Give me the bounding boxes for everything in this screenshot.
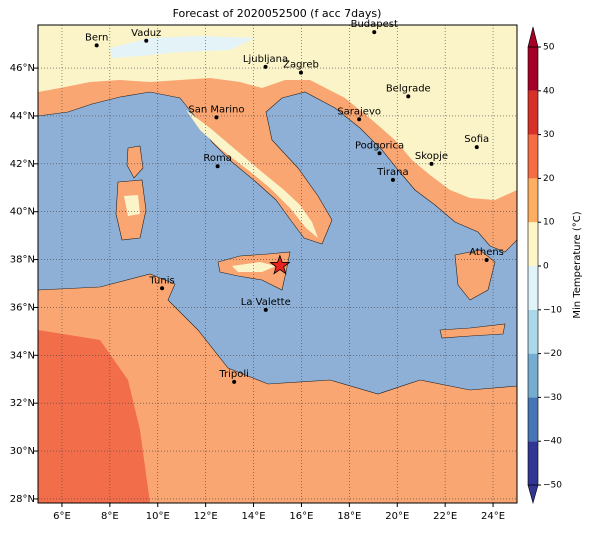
city-label: Podgorica xyxy=(355,140,404,151)
y-tick-label: 36°N xyxy=(10,302,35,313)
crete xyxy=(439,323,506,339)
city-label: Roma xyxy=(203,153,232,164)
city-dot xyxy=(215,164,220,169)
x-tick-label: 10°E xyxy=(146,511,170,522)
event-star xyxy=(269,254,291,275)
europe-interior xyxy=(38,25,517,200)
colorbar-tick-label: 50 xyxy=(543,43,555,53)
colorbar-band xyxy=(528,353,538,398)
city-label: Skopje xyxy=(415,151,448,162)
y-tick-label: 38°N xyxy=(10,255,35,266)
y-tick-label: 44°N xyxy=(10,111,35,122)
city-dot xyxy=(94,43,99,48)
y-tick-label: 30°N xyxy=(10,446,35,457)
y-tick-label: 46°N xyxy=(10,63,35,74)
city-label: La Valette xyxy=(241,297,291,308)
colorbar-band xyxy=(528,266,538,310)
city-dot xyxy=(298,70,303,75)
x-tick-label: 16°E xyxy=(289,511,313,522)
colorbar-band xyxy=(528,134,538,179)
city-label: Budapest xyxy=(351,19,398,30)
city-dot xyxy=(263,307,268,312)
city-dot xyxy=(372,30,377,35)
colorbar-tick-label: 10 xyxy=(543,218,555,228)
city-dot xyxy=(214,115,219,120)
x-tick-label: 6°E xyxy=(53,511,71,522)
colorbar-tick-label: 30 xyxy=(543,130,555,140)
sardinia-interior xyxy=(124,195,140,216)
peloponnese xyxy=(454,249,496,301)
city-dot xyxy=(474,145,479,150)
colorbar-band xyxy=(528,309,538,354)
colorbar-tick-label: −40 xyxy=(543,437,562,447)
map-frame xyxy=(37,24,518,504)
city-dot xyxy=(390,177,395,182)
city-dot xyxy=(406,94,411,99)
colorbar-extend-bottom xyxy=(527,484,539,505)
colorbar-tick-label: −10 xyxy=(543,305,562,315)
colorbar-tick-label: 20 xyxy=(543,174,555,184)
city-dot xyxy=(484,258,489,263)
x-tick-label: 20°E xyxy=(385,511,409,522)
colorbar-band xyxy=(528,47,538,91)
colorbar-tick-label: −50 xyxy=(543,481,562,491)
grid xyxy=(38,25,517,503)
x-tick-label: 24°E xyxy=(481,511,505,522)
city-dot xyxy=(263,64,268,69)
africa-hot xyxy=(38,330,150,503)
italy-interior xyxy=(186,110,318,238)
x-tick-label: 8°E xyxy=(101,511,119,522)
city-dot xyxy=(144,38,149,43)
city-dot xyxy=(357,117,362,122)
colorbar-tick-label: −30 xyxy=(543,393,562,403)
x-tick-label: 18°E xyxy=(337,511,361,522)
colorbar-band xyxy=(528,397,538,442)
city-label: Bern xyxy=(85,32,108,43)
city-label: Zagreb xyxy=(283,60,319,71)
city-label: Sarajevo xyxy=(337,106,381,117)
city-label: Tirana xyxy=(376,167,408,178)
city-label: Ljubljana xyxy=(243,54,288,65)
city-label: San Marino xyxy=(188,104,244,115)
colorbar-band xyxy=(528,441,538,485)
corsica xyxy=(126,145,144,179)
colorbar-band xyxy=(528,178,538,223)
city-label: Tripoli xyxy=(218,369,249,380)
city-dot xyxy=(429,161,434,166)
city-dot xyxy=(232,379,237,384)
city-label: Athens xyxy=(469,247,504,258)
colorbar-band xyxy=(528,222,538,266)
sicily-interior xyxy=(232,262,276,272)
y-tick-label: 28°N xyxy=(10,494,35,505)
city-dot xyxy=(377,151,382,156)
city-dot xyxy=(160,286,165,291)
city-label: Belgrade xyxy=(386,83,431,94)
city-label: Sofia xyxy=(464,134,489,145)
y-tick-label: 34°N xyxy=(10,350,35,361)
x-tick-label: 22°E xyxy=(433,511,457,522)
colorbar-label: Min Temperature (°C) xyxy=(572,211,583,318)
colorbar-band xyxy=(528,90,538,135)
x-tick-label: 14°E xyxy=(242,511,266,522)
y-tick-label: 40°N xyxy=(10,207,35,218)
colorbar-tick-label: 0 xyxy=(543,262,549,272)
colorbar-tick-label: −20 xyxy=(543,349,562,359)
city-label: Tunis xyxy=(148,275,174,286)
colorbar-tick-label: 40 xyxy=(543,86,555,96)
y-tick-label: 42°N xyxy=(10,159,35,170)
city-label: Vaduz xyxy=(131,28,161,39)
y-tick-label: 32°N xyxy=(10,398,35,409)
colorbar-extend-top xyxy=(527,26,539,48)
title: Forecast of 2020052500 (f acc 7days) xyxy=(173,7,382,20)
x-tick-label: 12°E xyxy=(194,511,218,522)
